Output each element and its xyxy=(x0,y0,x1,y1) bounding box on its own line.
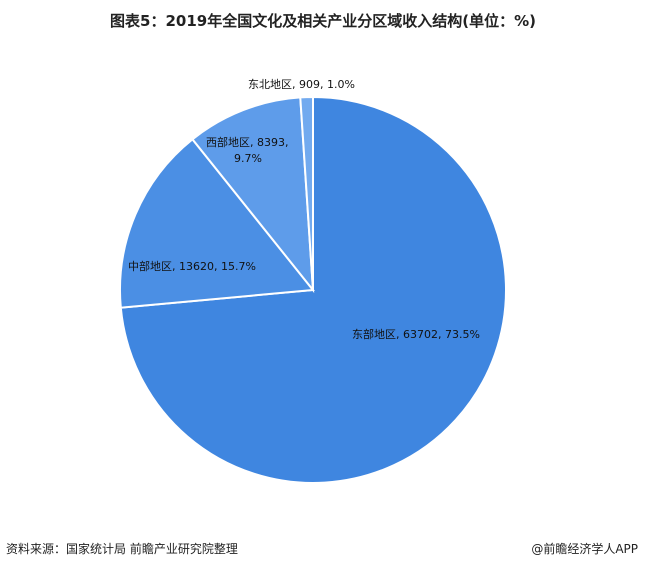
slice-west xyxy=(191,96,315,294)
label-east: 东部地区, 63702, 73.5% xyxy=(352,327,480,341)
label-west: 西部地区, 8393, 9.7% xyxy=(206,135,288,165)
brand-credit: @前瞻经济学人APP xyxy=(531,542,638,556)
label-central: 中部地区, 13620, 15.7% xyxy=(128,259,256,273)
chart-title: 图表5：2019年全国文化及相关产业分区域收入结构(单位：%) xyxy=(110,12,536,30)
slice-northeast xyxy=(299,95,314,291)
slice-central xyxy=(119,137,315,309)
label-northeast: 东北地区, 909, 1.0% xyxy=(248,78,355,91)
source-note: 资料来源：国家统计局 前瞻产业研究院整理 xyxy=(6,542,238,556)
